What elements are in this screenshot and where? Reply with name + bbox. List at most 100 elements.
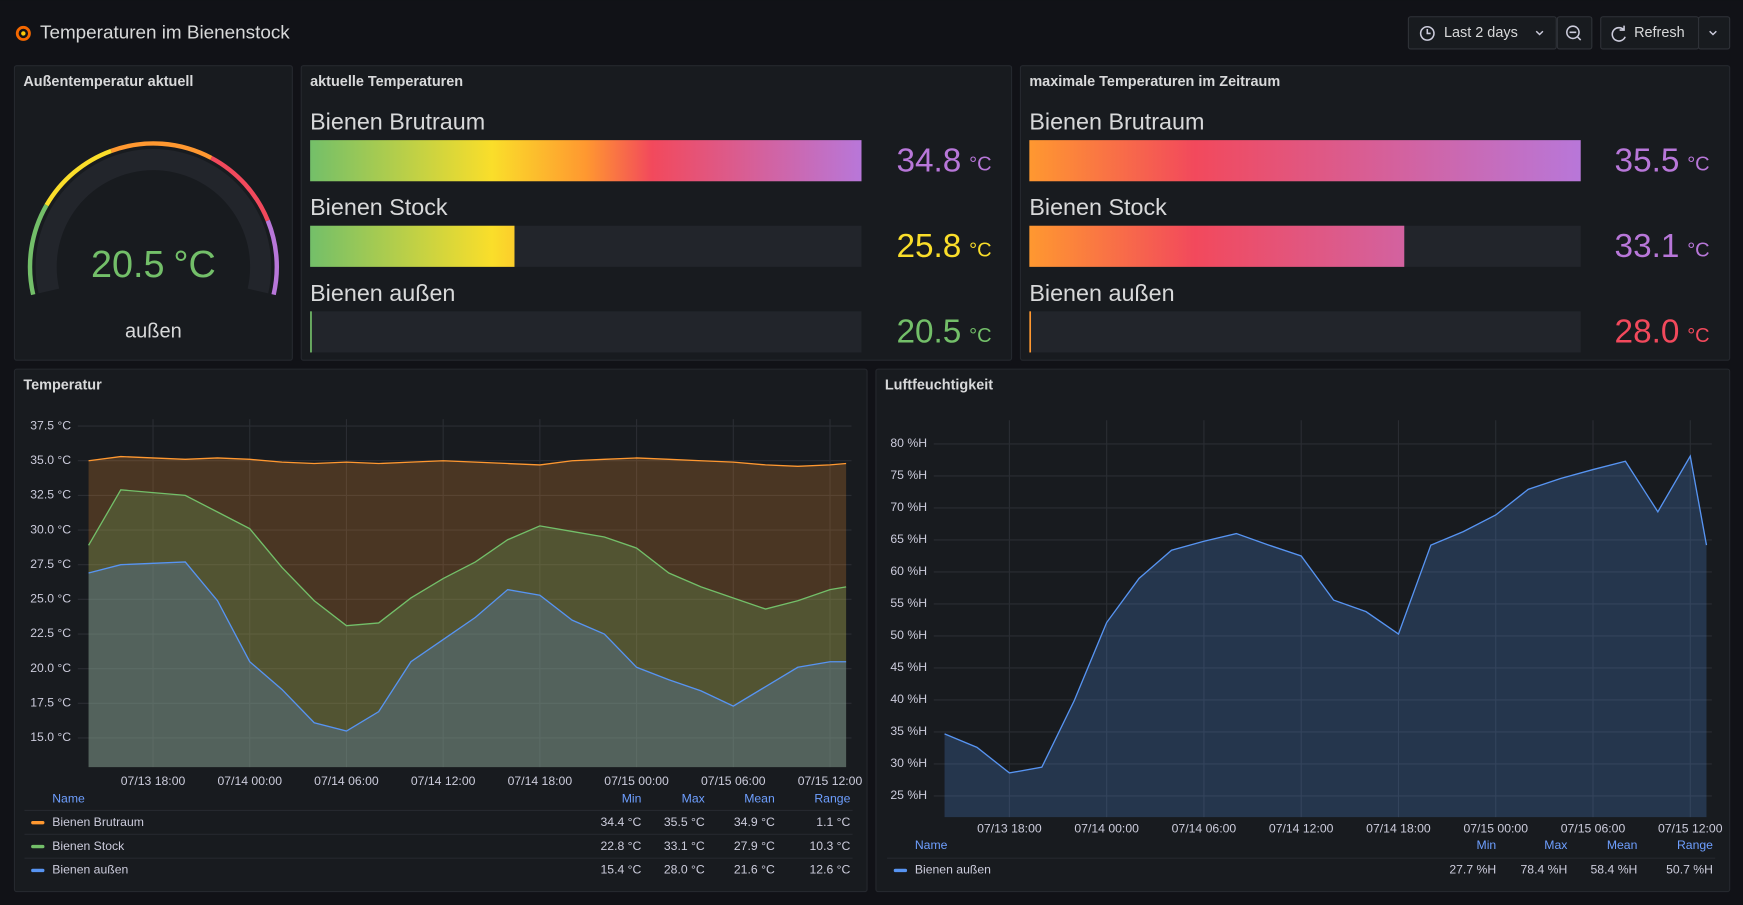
x-tick-label: 07/14 06:00 [1172, 822, 1237, 836]
bar-value: 33.1 °C [1615, 228, 1710, 265]
bar-value-number: 28.0 [1615, 313, 1680, 350]
legend-header: Name [915, 838, 948, 852]
legend-stat: 27.9 °C [734, 839, 775, 853]
time-range[interactable]: Last 2 days [1444, 25, 1518, 41]
bar-value-number: 34.8 [896, 142, 961, 179]
bar-label: Bienen Brutraum [310, 109, 485, 135]
bar-label: Bienen Stock [1029, 194, 1167, 220]
bar-label: Bienen Stock [310, 194, 448, 220]
bar-panel [1019, 65, 1731, 361]
legend-header: Min [1477, 838, 1497, 852]
bar [1029, 140, 1581, 182]
legend-header: Mean [1607, 838, 1638, 852]
bar-value: 35.5 °C [1615, 142, 1710, 179]
gauge-threshold [44, 148, 112, 207]
y-tick-label: 35.0 °C [30, 453, 71, 467]
bar-label: Bienen außen [310, 280, 455, 306]
bar-value-number: 20.5 [896, 313, 961, 350]
legend-stat: 21.6 °C [734, 863, 775, 877]
zoom-out-button[interactable] [1556, 16, 1593, 50]
time-picker[interactable]: Last 2 days [1407, 16, 1557, 50]
y-tick-label: 60 %H [890, 564, 927, 578]
x-tick-label: 07/14 00:00 [217, 774, 282, 788]
y-tick-label: 30 %H [890, 756, 927, 770]
y-tick-label: 15.0 °C [30, 730, 71, 744]
legend-name: Bienen Stock [52, 839, 125, 853]
bar-label: Bienen Brutraum [1029, 109, 1204, 135]
bar-value: 28.0 °C [1615, 313, 1710, 350]
y-tick-label: 25 %H [890, 788, 927, 802]
y-tick-label: 50 %H [890, 628, 927, 642]
bar-value-unit: °C [1687, 325, 1709, 347]
legend-name: Bienen außen [915, 863, 991, 877]
bar-value: 20.5 °C [896, 313, 991, 350]
y-tick-label: 35 %H [890, 724, 927, 738]
legend-header: Mean [744, 792, 775, 806]
gauge-number: 20.5 [91, 244, 165, 286]
bar-value-number: 35.5 [1615, 142, 1680, 179]
time-series: 15.0 °C 17.5 °C 20.0 °C 22.5 °C 25.0 °C 27.5 … [24, 418, 863, 877]
logo [15, 25, 31, 41]
y-tick-label: 75 %H [890, 468, 927, 482]
series-line [88, 455, 847, 467]
gauge-unit: °C [173, 244, 215, 286]
y-tick-label: 45 %H [890, 660, 927, 674]
panel-title: aktuelle Temperaturen [310, 74, 463, 90]
gauge-panel [13, 65, 293, 361]
y-tick-label: 30.0 °C [30, 522, 71, 536]
bar-value: 34.8 °C [896, 142, 991, 179]
y-tick-label: 65 %H [890, 532, 927, 546]
gauge-track [35, 149, 272, 294]
bar-value-number: 25.8 [896, 228, 961, 265]
y-tick-label: 40 %H [890, 692, 927, 706]
legend-stat: 28.0 °C [664, 863, 705, 877]
bar-value-number: 33.1 [1615, 228, 1680, 265]
series-area [88, 489, 847, 768]
gauge: 20.5 °C außen [27, 141, 280, 343]
panel-title: Luftfeuchtigkeit [885, 378, 993, 394]
legend-header: Min [622, 792, 642, 806]
panel-title: Außentemperatur aktuell [23, 74, 193, 90]
legend-name: Bienen außen [52, 863, 128, 877]
bar-label: Bienen außen [1029, 280, 1174, 306]
refresh-button[interactable]: Refresh [1600, 16, 1700, 50]
legend-name: Bienen Brutraum [52, 815, 144, 829]
refresh-label[interactable]: Refresh [1634, 25, 1685, 41]
bar [1029, 225, 1405, 267]
legend-stat: 12.6 °C [809, 863, 850, 877]
legend-swatch [893, 868, 908, 873]
gauge-threshold [27, 204, 49, 296]
series-area [944, 456, 1707, 818]
legend-stat: 10.3 °C [809, 839, 850, 853]
gauge-threshold [265, 219, 280, 296]
x-tick-label: 07/13 18:00 [977, 822, 1042, 836]
bar-track [310, 311, 862, 353]
legend-swatch [31, 820, 45, 825]
legend-stat: 50.7 %H [1666, 863, 1713, 877]
y-tick-label: 32.5 °C [30, 488, 71, 502]
chart-panel [875, 368, 1731, 893]
legend-stat: 15.4 °C [601, 863, 642, 877]
bar [310, 225, 515, 267]
x-tick-label: 07/15 06:00 [1561, 822, 1626, 836]
bar-track [1029, 311, 1581, 353]
refresh-interval-button[interactable] [1697, 16, 1731, 50]
x-tick-label: 07/14 00:00 [1074, 822, 1139, 836]
legend-stat: 35.5 °C [664, 815, 705, 829]
x-tick-label: 07/15 12:00 [798, 774, 863, 788]
x-tick-label: 07/13 18:00 [121, 774, 186, 788]
legend-header: Range [814, 792, 850, 806]
bar-value-unit: °C [969, 240, 991, 262]
x-tick-label: 07/15 00:00 [604, 774, 669, 788]
x-tick-label: 07/14 12:00 [1269, 822, 1334, 836]
series-area [88, 561, 847, 768]
y-tick-label: 22.5 °C [30, 626, 71, 640]
legend-header: Range [1677, 838, 1713, 852]
series-line [87, 489, 847, 627]
y-tick-label: 80 %H [890, 436, 927, 450]
dashboard-title: Temperaturen im Bienenstock [40, 22, 290, 43]
x-tick-label: 07/14 18:00 [508, 774, 573, 788]
y-tick-label: 20.0 °C [30, 661, 71, 675]
y-tick-label: 27.5 °C [30, 557, 71, 571]
